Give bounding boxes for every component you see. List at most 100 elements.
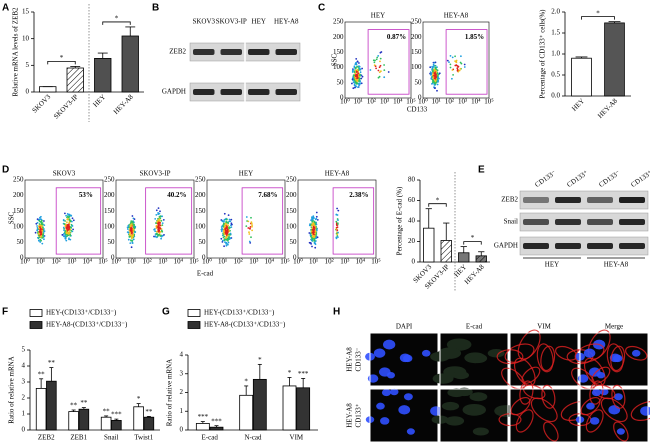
event-dot bbox=[129, 234, 131, 236]
y-tick-label: 4 bbox=[22, 362, 26, 370]
event-dot bbox=[62, 226, 65, 229]
cytoskeleton bbox=[543, 421, 559, 442]
flow-plot: 1.85% HEY-A8 10⁰ 10¹ 10² 10³ 10⁴ 10⁵ 0 50 100 150 20… bbox=[411, 12, 494, 106]
event-dot bbox=[129, 229, 132, 232]
event-dot bbox=[353, 65, 356, 68]
event-dot bbox=[225, 244, 228, 247]
event-dot bbox=[63, 232, 65, 235]
x-tick-label: 10⁰ bbox=[111, 258, 121, 266]
bar bbox=[252, 378, 267, 431]
channel-label: VIM bbox=[537, 323, 551, 331]
event-dot bbox=[313, 235, 315, 238]
bar bbox=[458, 252, 470, 263]
event-dot bbox=[157, 228, 160, 231]
event-dot bbox=[245, 216, 248, 218]
nucleus bbox=[577, 374, 589, 383]
event-dot bbox=[42, 226, 44, 229]
y-tick-label: 0 bbox=[202, 254, 206, 262]
event-dot bbox=[39, 220, 42, 223]
event-dot bbox=[358, 62, 360, 64]
x-tick-label: 10⁰ bbox=[293, 258, 303, 266]
event-dot bbox=[460, 55, 462, 58]
y-axis-label: Percentage of CD133⁺ cells(%) bbox=[539, 9, 547, 99]
nucleus bbox=[373, 348, 386, 358]
event-dot bbox=[437, 76, 439, 79]
event-dot bbox=[36, 221, 39, 224]
event-dot bbox=[358, 77, 361, 80]
x-tick-label: ZEB2 bbox=[38, 434, 55, 442]
event-dot bbox=[66, 218, 69, 220]
event-dot bbox=[312, 230, 315, 233]
row-label: CD133⁺ bbox=[355, 403, 363, 427]
event-dot bbox=[67, 233, 70, 236]
event-dot bbox=[226, 224, 229, 227]
event-dot bbox=[223, 226, 226, 229]
event-dot bbox=[432, 79, 434, 82]
event-dot bbox=[249, 242, 252, 244]
event-dot bbox=[314, 243, 317, 246]
nucleus bbox=[380, 417, 390, 425]
bar bbox=[604, 22, 625, 97]
event-dot bbox=[434, 80, 437, 83]
event-dot bbox=[360, 82, 363, 85]
bar bbox=[239, 394, 254, 431]
event-dot bbox=[69, 234, 72, 237]
event-dot bbox=[313, 221, 316, 224]
x-tick-label: 10⁴ bbox=[393, 98, 403, 106]
event-dot bbox=[39, 238, 42, 241]
event-dot bbox=[336, 229, 339, 232]
blot-band bbox=[275, 49, 297, 55]
panel-letter: F bbox=[2, 307, 8, 318]
event-dot bbox=[229, 232, 232, 235]
blot-band bbox=[619, 219, 645, 225]
event-dot bbox=[378, 66, 381, 69]
y-tick-label: 50 bbox=[199, 238, 207, 246]
blot-band bbox=[275, 89, 297, 95]
panel-letter: E bbox=[478, 165, 485, 176]
gate-percent: 1.85% bbox=[465, 33, 484, 41]
lane-label: CD133⁻ bbox=[533, 169, 557, 189]
row-label: HEY-A8 bbox=[346, 347, 354, 372]
y-tick-label: 0 bbox=[293, 254, 297, 262]
event-dot bbox=[451, 56, 454, 59]
event-dot bbox=[374, 59, 376, 62]
event-dot bbox=[351, 78, 354, 81]
event-dot bbox=[357, 67, 360, 69]
row-label: GAPDH bbox=[162, 88, 186, 96]
x-tick-label: 10³ bbox=[380, 98, 389, 106]
cell-faint bbox=[452, 371, 470, 380]
x-tick-label: 10³ bbox=[458, 98, 467, 106]
y-tick-label: 1.5 bbox=[551, 29, 560, 37]
legend-swatch bbox=[187, 321, 201, 329]
y-axis-label: SSC bbox=[8, 211, 16, 224]
event-dot bbox=[358, 80, 360, 83]
y-tick-label: 100 bbox=[333, 63, 344, 71]
event-dot bbox=[312, 216, 315, 219]
event-dot bbox=[72, 219, 75, 222]
event-dot bbox=[375, 67, 377, 70]
cell-faint bbox=[445, 416, 465, 426]
gate bbox=[367, 29, 410, 95]
x-tick-label: 10³ bbox=[67, 258, 76, 266]
nucleus bbox=[608, 405, 621, 415]
event-dot bbox=[226, 238, 229, 241]
x-tick-label: 10⁴ bbox=[174, 258, 184, 266]
cytoskeleton bbox=[585, 409, 604, 433]
y-tick-label: 0 bbox=[180, 426, 184, 434]
lane-label: CD133⁺ bbox=[565, 169, 589, 189]
event-dot bbox=[250, 222, 253, 225]
nucleus bbox=[381, 388, 391, 397]
y-tick-label: 250 bbox=[286, 176, 297, 184]
event-dot bbox=[70, 229, 73, 232]
blot-band bbox=[555, 219, 581, 225]
y-tick-label: 50 bbox=[290, 238, 298, 246]
bar-hatch bbox=[441, 240, 452, 262]
cell-faint bbox=[447, 388, 466, 398]
event-dot bbox=[71, 217, 74, 220]
event-dot bbox=[337, 236, 339, 239]
x-axis-label: E-cad bbox=[197, 270, 214, 278]
event-dot bbox=[230, 226, 233, 229]
blot-band bbox=[587, 243, 613, 249]
micrograph bbox=[365, 332, 439, 387]
x-tick-label: 10¹ bbox=[309, 258, 318, 266]
